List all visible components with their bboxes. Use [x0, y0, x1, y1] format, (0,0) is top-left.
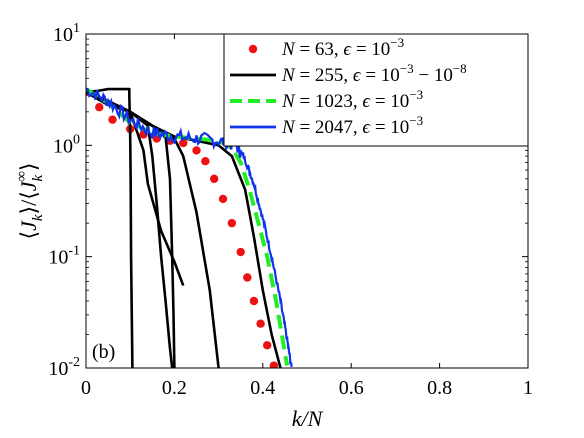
y-tick-label-3: 101 — [53, 21, 80, 46]
series-0-point-10 — [209, 174, 219, 184]
series-0-point-2 — [108, 115, 117, 124]
series-0-point-14 — [243, 273, 252, 282]
y-axis-label: ⟨Jk⟩/⟨Jk∞⟩ — [14, 162, 46, 239]
x-axis-label: k/N — [292, 406, 324, 431]
series-0-point-11 — [218, 194, 228, 204]
series-1-curve-0 — [86, 87, 134, 368]
y-tick-label-0: 10-2 — [48, 355, 80, 380]
legend-swatch-0 — [248, 44, 258, 54]
axes-layer: 0 0.2 0.4 0.6 0.8 1 10-2 10-1 100 101 k/N ⟨Jk⟩/⟨Jk∞… — [14, 21, 533, 431]
series-0-point-12 — [227, 218, 237, 228]
series-0-point-18 — [269, 361, 279, 368]
y-tick-label-1: 10-1 — [48, 244, 80, 269]
series-0-point-8 — [192, 146, 201, 155]
series-0-point-16 — [256, 319, 265, 328]
x-tick-label-5: 1 — [523, 377, 533, 399]
x-tick-label-2: 0.4 — [250, 377, 275, 399]
x-tick-label-0: 0 — [81, 377, 91, 399]
legend-label-1: N = 255, ϵ = 10−3 − 10−8 — [281, 61, 467, 86]
series-0-point-13 — [236, 247, 245, 257]
legend: N = 63, ϵ = 10−3N = 255, ϵ = 10−3 − 10−8… — [223, 33, 529, 147]
x-tick-label-1: 0.2 — [162, 377, 187, 399]
series-0-point-9 — [201, 157, 210, 166]
legend-label-3: N = 2047, ϵ = 10−3 — [281, 113, 423, 138]
x-tick-label-3: 0.6 — [339, 377, 364, 399]
series-0-point-15 — [249, 296, 259, 306]
series-0-point-1 — [95, 103, 104, 112]
y-tick-label-2: 100 — [53, 132, 80, 157]
series-0-point-7 — [179, 138, 188, 148]
panel-label: (b) — [92, 341, 115, 363]
x-tick-label-4: 0.8 — [427, 377, 452, 399]
legend-label-2: N = 1023, ϵ = 10−3 — [281, 87, 423, 112]
legend-label-0: N = 63, ϵ = 10−3 — [281, 35, 404, 60]
series-0-point-17 — [263, 341, 272, 350]
